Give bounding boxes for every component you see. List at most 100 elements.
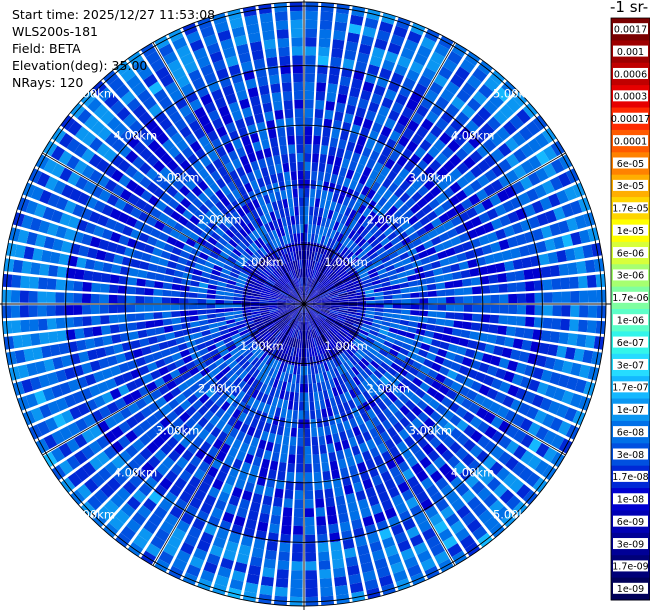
ray-gate — [270, 289, 280, 295]
ray-gate — [203, 372, 214, 382]
ray-gate — [127, 322, 138, 331]
ray-gate — [372, 192, 382, 203]
ray-gate — [248, 232, 257, 242]
ray-gate — [320, 254, 326, 264]
ray-gate — [149, 343, 161, 353]
ray-gate — [313, 347, 318, 357]
ray-gate — [354, 235, 364, 245]
ray-gate — [260, 258, 269, 267]
ray-gate — [355, 415, 364, 426]
ray-gate — [242, 6, 257, 17]
ray-gate — [435, 373, 447, 384]
ray-gate — [411, 179, 423, 191]
ray-gate — [295, 338, 299, 348]
ray-gate — [328, 312, 338, 317]
ray-gate — [283, 498, 293, 508]
ray-gate — [108, 314, 119, 324]
ray-gate — [158, 366, 170, 376]
ray-gate — [304, 339, 307, 349]
ray-gate — [293, 197, 299, 207]
ray-gate — [444, 469, 458, 483]
ray-gate — [525, 281, 535, 292]
ray-gate — [226, 405, 236, 416]
ray-gate — [301, 295, 304, 304]
ray-gate — [205, 210, 216, 221]
ray-gate — [287, 306, 296, 311]
ray-gate — [424, 28, 440, 43]
ray-gate — [55, 292, 65, 303]
ray-gate — [502, 120, 518, 136]
ray-gate — [108, 294, 118, 304]
ray-gate — [439, 463, 452, 476]
ray-gate — [387, 367, 398, 377]
ray-gate — [410, 310, 420, 316]
ray-gate — [330, 424, 338, 435]
ray-gate — [236, 146, 246, 158]
ray-gate — [369, 329, 379, 337]
ray-gate — [542, 317, 553, 329]
ray-gate — [315, 317, 322, 325]
ray-gate — [117, 295, 127, 304]
ray-gate — [411, 191, 423, 203]
ray-gate — [34, 234, 47, 248]
ray-gate — [231, 235, 241, 245]
ray-gate — [393, 473, 406, 486]
ray-gate — [259, 306, 269, 309]
ray-gate — [445, 103, 460, 117]
ray-gate — [381, 344, 391, 353]
ray-gate — [438, 66, 453, 80]
ray-gate — [148, 81, 163, 95]
ray-gate — [440, 484, 454, 498]
ray-gate — [280, 533, 291, 544]
ray-gate — [266, 323, 276, 330]
ray-gate — [549, 176, 564, 191]
ray-gate — [520, 176, 533, 190]
ray-gate — [450, 263, 461, 272]
ray-gate — [383, 295, 393, 300]
ray-gate — [442, 220, 454, 231]
ray-gate — [347, 564, 360, 576]
ray-gate — [345, 556, 359, 567]
ray-gate — [547, 251, 559, 264]
ray-gate — [236, 89, 248, 101]
ray-gate — [265, 156, 274, 167]
range-ring-label: 2.00km — [198, 213, 241, 227]
ray-gate — [179, 423, 191, 436]
ray-gate — [430, 172, 442, 185]
ray-gate — [483, 184, 496, 197]
ray-gate — [179, 172, 191, 185]
ray-gate — [372, 283, 383, 289]
ray-gate — [200, 367, 211, 377]
ray-gate — [326, 258, 333, 267]
ray-gate — [238, 52, 252, 64]
ray-gate — [268, 296, 278, 300]
ray-gate — [102, 262, 113, 273]
ray-gate — [484, 77, 500, 92]
ray-gate — [288, 327, 293, 337]
ray-gate — [515, 387, 528, 401]
ray-gate — [69, 406, 82, 420]
ray-gate — [385, 336, 395, 344]
ray-gate — [93, 104, 109, 119]
ray-gate — [189, 39, 205, 52]
ray-gate — [578, 229, 591, 244]
ray-gate — [215, 304, 225, 309]
ray-gate — [242, 404, 252, 415]
ray-gate — [307, 339, 311, 349]
ray-gate — [451, 43, 468, 58]
ray-gate — [220, 38, 234, 51]
ray-gate — [193, 47, 208, 60]
ray-gate — [406, 526, 420, 539]
ray-gate — [442, 358, 453, 369]
ray-gate — [569, 393, 583, 408]
ray-gate — [313, 328, 319, 338]
ray-gate — [102, 335, 113, 346]
ray-gate — [113, 374, 126, 387]
ray-gate — [388, 348, 399, 357]
ray-gate — [166, 410, 178, 423]
ray-gate — [171, 246, 182, 256]
ray-gate — [221, 482, 234, 495]
ray-gate — [258, 3, 272, 15]
ray-gate — [371, 46, 386, 59]
ray-gate — [338, 84, 350, 96]
